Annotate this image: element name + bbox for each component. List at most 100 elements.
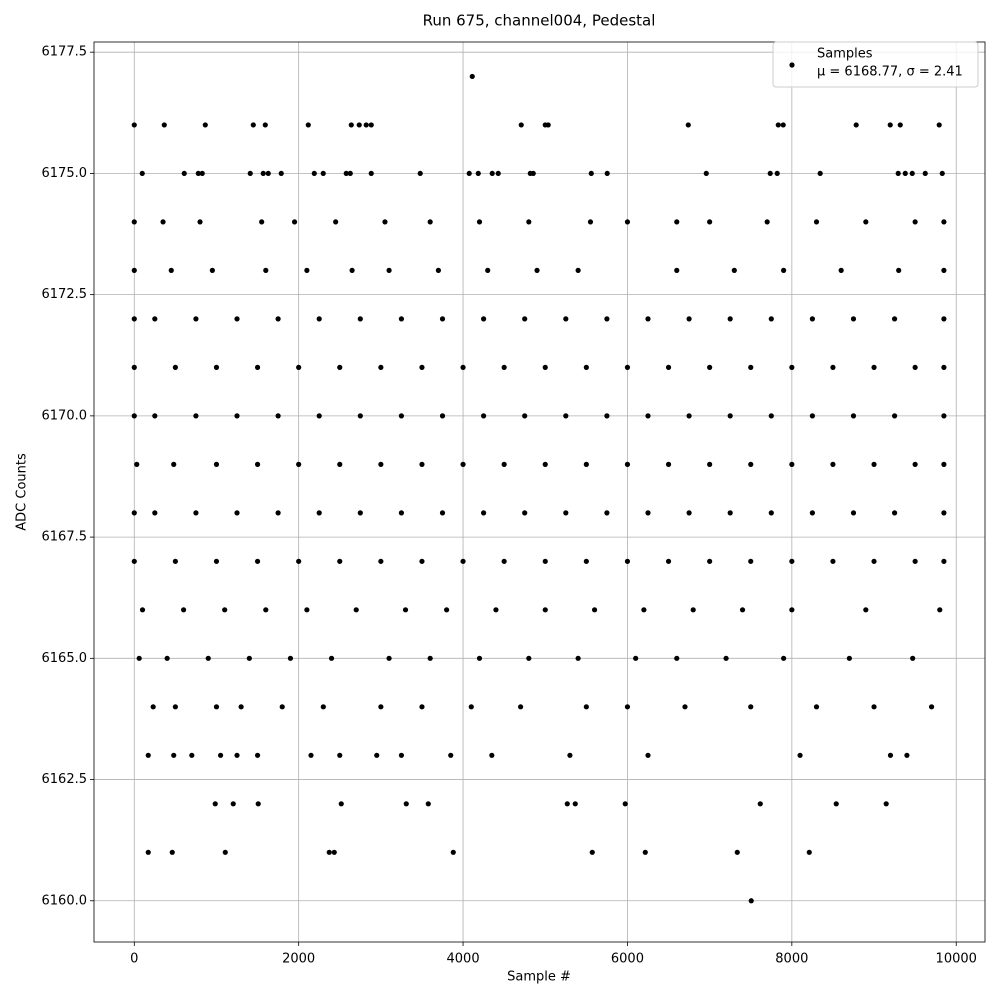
point bbox=[530, 170, 536, 177]
point bbox=[682, 704, 688, 710]
point bbox=[213, 364, 220, 370]
point bbox=[645, 752, 651, 758]
point bbox=[830, 558, 836, 564]
point bbox=[775, 122, 781, 128]
point bbox=[768, 316, 774, 322]
point bbox=[468, 704, 474, 710]
point bbox=[331, 849, 337, 855]
point bbox=[378, 461, 384, 467]
point bbox=[850, 510, 857, 516]
point bbox=[937, 607, 943, 613]
point bbox=[275, 510, 281, 516]
point bbox=[748, 461, 754, 467]
x-tick-label: 10000 bbox=[936, 952, 977, 967]
point bbox=[476, 655, 483, 661]
point bbox=[887, 752, 894, 758]
point bbox=[485, 267, 491, 273]
y-tick-label: 6167.5 bbox=[42, 530, 88, 545]
point bbox=[838, 267, 844, 273]
point bbox=[871, 704, 877, 710]
point bbox=[830, 364, 836, 370]
point bbox=[254, 461, 261, 467]
point bbox=[563, 510, 569, 516]
point bbox=[417, 170, 423, 177]
point bbox=[139, 170, 145, 177]
point bbox=[316, 316, 322, 322]
point bbox=[563, 316, 569, 322]
point bbox=[448, 752, 454, 758]
y-tick-label: 6177.5 bbox=[42, 45, 88, 60]
point bbox=[748, 558, 754, 564]
point bbox=[398, 413, 405, 419]
point bbox=[230, 801, 236, 807]
point bbox=[567, 752, 573, 758]
point bbox=[311, 170, 317, 177]
point bbox=[723, 655, 729, 661]
point bbox=[450, 849, 456, 855]
point bbox=[542, 461, 548, 467]
point bbox=[262, 122, 268, 128]
legend-note: μ = 6168.77, σ = 2.41 bbox=[817, 65, 963, 80]
point bbox=[460, 461, 466, 467]
point bbox=[419, 364, 425, 370]
point bbox=[337, 558, 343, 564]
point bbox=[542, 607, 548, 613]
point bbox=[604, 170, 610, 177]
point bbox=[287, 655, 294, 661]
point bbox=[622, 801, 628, 807]
point bbox=[481, 510, 487, 516]
point bbox=[419, 461, 425, 467]
plot-frame bbox=[93, 41, 986, 943]
point bbox=[263, 607, 269, 613]
point bbox=[604, 510, 610, 516]
point bbox=[398, 752, 405, 758]
point bbox=[131, 558, 137, 564]
point bbox=[624, 558, 631, 564]
point bbox=[265, 170, 271, 177]
point bbox=[748, 898, 754, 904]
point bbox=[131, 364, 137, 370]
point bbox=[863, 607, 869, 613]
point bbox=[296, 558, 302, 564]
point bbox=[817, 170, 823, 177]
point bbox=[296, 364, 302, 370]
point bbox=[941, 364, 947, 370]
point bbox=[588, 170, 594, 177]
point bbox=[641, 607, 647, 613]
point bbox=[809, 510, 815, 516]
point bbox=[727, 316, 733, 322]
point bbox=[338, 801, 344, 807]
x-axis-label: Sample # bbox=[507, 970, 571, 985]
point bbox=[131, 510, 137, 516]
point bbox=[850, 413, 857, 419]
point bbox=[896, 267, 902, 273]
point bbox=[909, 170, 915, 177]
point bbox=[734, 849, 740, 855]
point bbox=[363, 122, 369, 128]
point bbox=[152, 413, 158, 419]
point bbox=[489, 170, 495, 177]
point bbox=[234, 752, 240, 758]
point bbox=[501, 461, 507, 467]
point bbox=[222, 849, 228, 855]
point bbox=[813, 219, 820, 225]
point bbox=[583, 461, 589, 467]
point bbox=[164, 655, 170, 661]
point bbox=[883, 801, 889, 807]
point bbox=[887, 122, 893, 128]
point bbox=[181, 170, 187, 177]
point bbox=[357, 413, 363, 419]
point bbox=[833, 801, 839, 807]
point bbox=[254, 752, 261, 758]
point bbox=[386, 655, 392, 661]
point bbox=[789, 364, 795, 370]
point bbox=[686, 316, 692, 322]
point bbox=[797, 752, 803, 758]
point bbox=[624, 364, 631, 370]
point bbox=[439, 510, 446, 516]
point bbox=[633, 655, 639, 661]
point bbox=[526, 219, 532, 225]
point bbox=[222, 607, 228, 613]
